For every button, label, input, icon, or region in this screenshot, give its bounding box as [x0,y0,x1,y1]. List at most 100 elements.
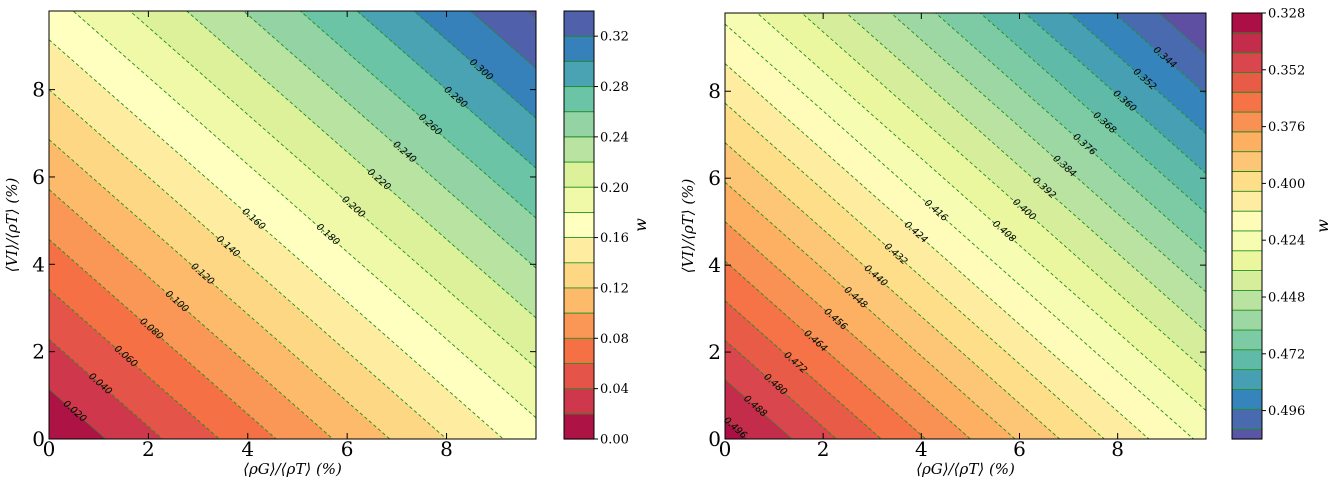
panel-1-ytick-label: 4 [32,252,45,276]
panel-1-colorbar-segment [564,237,594,264]
panel-1-contour-line [72,11,536,419]
panel-2-contour-line [725,142,1060,439]
panel-2-ytick-label: 2 [708,340,721,364]
panel-2-contour-line [725,181,1016,439]
panel-1-xtick-label: 6 [341,437,354,461]
panel-1-colorbar-tick-label: 0.04 [600,382,629,397]
panel-2-colorbar-segment [1232,270,1262,291]
panel-1-contour-line [186,11,536,319]
panel-2-contour-line [725,221,971,439]
panel-1-colorbar-segment [564,212,594,239]
panel-1-xlabel: ⟨ρG⟩/⟨ρT⟩ (%) [243,460,342,478]
panel-2-ylabel: ⟨VI⟩/⟨ρT⟩ (%) [679,178,697,273]
panel-1-contour-line [413,11,536,119]
panel-1-colorbar-segment [564,413,594,440]
panel-1-colorbar-segment [564,313,594,339]
panel-2-colorbar: 0.328 0.352 0.376 0.400 0.424 0.448 0.472 0.496… [1231,7,1330,440]
panel-2-colorbar-tick-label: 0.352 [1268,63,1305,78]
panel-1-contour-line [49,89,447,439]
panel-1-xtick-label: 4 [241,437,254,461]
panel-2-colorbar-segment [1232,92,1262,113]
panel-2-contour-line [801,13,1206,372]
panel-1-contour-line [49,189,334,439]
panel-2-contour-line [1024,13,1206,174]
panel-2-contour-line [725,102,1105,439]
panel-2-xtick-label: 4 [915,437,928,461]
panel-2-colorbar-segment [1232,349,1262,371]
panel-2-colorbar-tick-label: 0.328 [1268,7,1305,22]
panel-2-colorbar-segment [1232,250,1262,272]
panel-1-colorbar-tick-label: 0.32 [600,30,629,45]
panel-2-contour-line [846,13,1206,332]
panel-1-colorbar-label: w [631,218,650,232]
panel-1-ytick-label: 2 [32,340,45,364]
panel-1-colorbar-frame [563,10,595,440]
panel-1-colorbar-tick-label: 0.20 [600,181,629,196]
panel-2-contour-line [756,13,1206,411]
panel-2-xtick-label: 2 [817,437,830,461]
panel-2-contour-line [725,23,1194,439]
panel-2-colorbar-segment [1232,230,1262,252]
panel-1-contour-line [49,39,504,439]
panel-1-colorbar-tick-label: 0.16 [600,231,629,246]
panel-1-colorbar-tick-label: 0.24 [600,130,629,145]
panel-2-xtick-label: 6 [1013,437,1026,461]
panel-2-colorbar-segment [1232,171,1262,192]
panel-1-contour-line [129,11,536,369]
panel-1-xtick-label: 0 [43,437,56,461]
panel-1-contour-line [49,388,107,439]
panel-2-contour-line [725,300,882,439]
panel-1-colorbar-tick-label: 0.28 [600,80,629,95]
panel-1-colorbar: 0.00 0.04 0.08 0.12 0.16 0.20 0.24 0.28 0.32 w [563,10,650,448]
panel-2-colorbar-segment [1232,52,1262,74]
panel-2-contour-line [725,418,748,439]
panel-1-colorbar-segment [564,162,594,188]
panel-2-contour-line [1158,13,1206,56]
panel-1-ylabel: ⟨VI⟩/⟨ρT⟩ (%) [3,177,21,272]
panel-1-bands [49,11,536,439]
panel-2-contour-lines [725,13,1206,439]
panel-1: 0.0200.0400.0600.0800.1000.1200.1400.160… [3,10,650,478]
panel-2-colorbar-segment [1232,191,1262,212]
panel-1-contour-line [49,338,163,439]
panel-2-colorbar-segment [1232,32,1262,54]
panel-2-colorbar-tick-label: 0.448 [1268,291,1305,306]
panel-1-colorbar-segment [564,338,594,365]
panel-2-colorbar-tick-label: 0.496 [1268,404,1305,419]
panel-2: 0.3440.3520.3600.3680.3760.3840.3920.400… [679,7,1330,479]
panel-1-frame [48,10,537,440]
panel-2-contour-line [935,13,1206,253]
panel-2-band [725,13,1206,439]
panel-2-colorbar-tick-label: 0.424 [1268,234,1305,249]
panel-2-colorbar-segment [1232,13,1262,34]
panel-2-contour-line [725,379,793,439]
panel-2-contour-line [725,63,1150,439]
panel-2-ytick-label: 6 [708,166,721,190]
panel-1-colorbar-segment [564,61,594,88]
panel-2-colorbar-tick-label: 0.376 [1268,120,1305,135]
panel-2-colorbar-segment [1232,429,1262,440]
panel-1-colorbar-segment [564,262,594,289]
panel-2-colorbar-frame [1231,12,1263,440]
panel-1-colorbar-segment [564,136,594,163]
panel-2-colorbar-tick-label: 0.472 [1268,347,1305,362]
panel-1-contour-line [49,239,277,439]
panel-2-colorbar-segment [1232,151,1262,173]
panel-2-colorbar-label: w [1313,219,1330,233]
panel-1-colorbar-segment [564,11,594,37]
panel-1-contour-lines [49,11,536,439]
panel-1-contour-line [49,288,220,439]
panel-2-colorbar-segment [1232,330,1262,351]
panel-2-contour-line [979,13,1206,214]
panel-2-ytick-label: 4 [708,253,721,277]
panel-2-contour-line [725,260,927,439]
panel-2-contour-line [1113,13,1206,95]
panel-1-colorbar-segment [564,111,594,138]
panel-1-contour-line [470,11,536,69]
panel-2-contour-line [725,339,837,439]
panel-1-colorbar-segment [564,388,594,415]
panel-2-colorbar-segment [1232,389,1262,410]
panel-1-contour-line [49,139,391,439]
panel-1-colorbar-segment [564,86,594,113]
